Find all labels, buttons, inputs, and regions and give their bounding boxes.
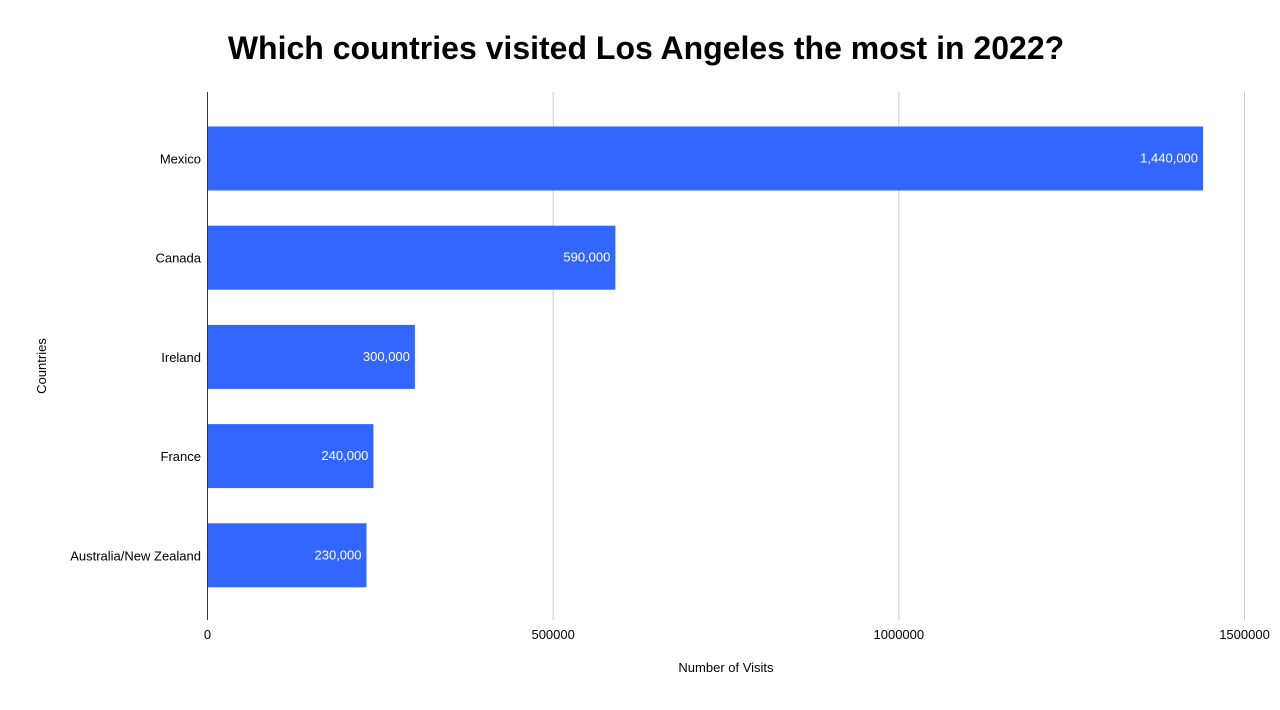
x-tick-label: 0 [204,627,211,642]
x-tick-label: 1500000 [1219,627,1270,642]
category-label: Australia/New Zealand [70,548,201,563]
bar [207,424,374,489]
category-label: Mexico [160,152,201,167]
x-axis-title: Number of Visits [678,660,774,675]
bar [207,225,616,290]
bar [207,324,415,389]
category-label: Canada [155,251,201,266]
x-tick-labels: 0 500000 1000000 1500000 [204,627,1270,642]
bar [207,126,1204,191]
y-axis-title: Countries [34,338,49,394]
bar-value-label: 230,000 [315,547,362,562]
x-tick-label: 500000 [531,627,574,642]
category-label: France [161,449,201,464]
bar [207,523,367,588]
bars [207,126,1204,588]
bar-value-label: 300,000 [363,349,410,364]
chart-title: Which countries visited Los Angeles the … [227,30,1065,66]
bar-value-label: 590,000 [563,250,610,265]
category-labels: Mexico Canada Ireland France Australia/New Z… [70,152,202,564]
value-labels: 1,440,000 590,000 300,000 240,000 230,000 [315,151,1199,563]
bar-value-label: 240,000 [321,448,368,463]
x-tick-label: 1000000 [874,627,925,642]
category-label: Ireland [161,350,201,365]
bar-value-label: 1,440,000 [1140,151,1198,166]
